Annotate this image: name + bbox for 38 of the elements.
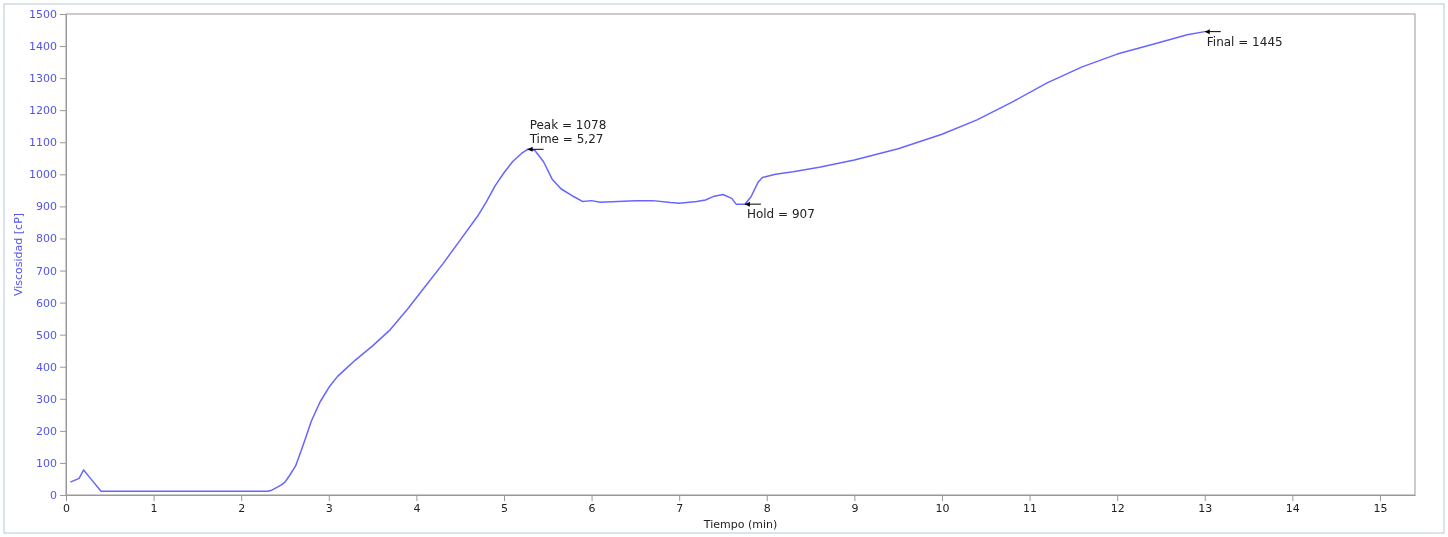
annotation: Final = 1445 (1206, 34, 1283, 49)
x-tick-label: 15 (1373, 501, 1388, 515)
x-axis-title: Tiempo (min) (702, 518, 778, 531)
x-tick-label: 4 (413, 501, 421, 515)
y-tick-label: 300 (36, 392, 57, 406)
x-tick-label: 2 (238, 501, 246, 515)
y-tick-label: 800 (36, 232, 57, 246)
x-tick-label: 8 (763, 501, 771, 515)
x-tick-label: 14 (1285, 501, 1300, 515)
y-tick-label: 200 (36, 424, 57, 438)
y-tick-label: 400 (36, 360, 57, 374)
x-tick-label: 11 (1023, 501, 1038, 515)
x-tick-label: 13 (1198, 501, 1213, 515)
x-tick-label: 1 (150, 501, 158, 515)
x-tick-label: 3 (325, 501, 333, 515)
x-tick-label: 9 (851, 501, 859, 515)
y-tick-label: 1200 (29, 104, 57, 118)
y-tick-label: 600 (36, 296, 57, 310)
y-tick-label: 900 (36, 200, 57, 214)
y-tick-label: 100 (36, 456, 57, 470)
annotation: Hold = 907 (746, 207, 815, 222)
y-tick-label: 1500 (29, 8, 57, 22)
y-tick-label: 1000 (29, 168, 57, 182)
y-tick-label: 500 (36, 328, 57, 342)
y-tick-label: 0 (50, 489, 57, 503)
annotation: Peak = 1078 (529, 118, 607, 133)
x-tick-label: 6 (588, 501, 596, 515)
x-tick-label: 7 (676, 501, 684, 515)
x-tick-label: 10 (935, 501, 950, 515)
x-tick-label: 0 (63, 501, 70, 515)
x-tick-label: 5 (500, 501, 508, 515)
y-axis-title: Viscosidad [cP] (12, 212, 25, 297)
x-tick-label: 12 (1110, 501, 1125, 515)
y-tick-label: 1100 (29, 136, 57, 150)
y-tick-label: 1400 (29, 40, 57, 54)
annotation: Time = 5,27 (528, 132, 604, 147)
y-tick-label: 1300 (29, 72, 57, 86)
y-tick-label: 700 (36, 264, 57, 278)
